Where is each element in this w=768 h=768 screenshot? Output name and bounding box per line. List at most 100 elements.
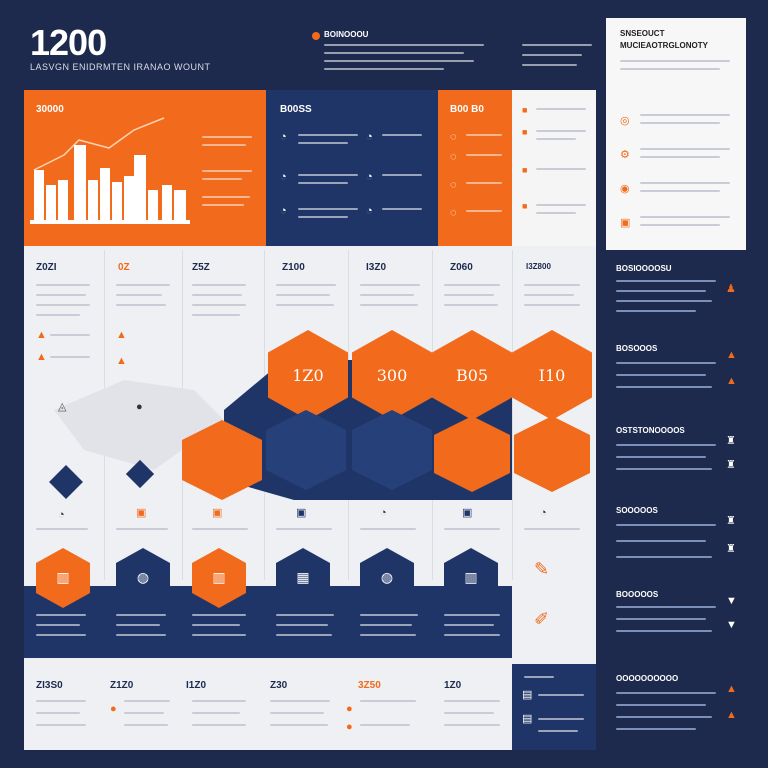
icon-hex: ◍ (360, 548, 414, 608)
flame-icon: ▲ (36, 329, 47, 341)
clock-icon: ◔ (366, 131, 373, 143)
badge-icon: ■ (522, 105, 528, 115)
icon-hex: ▥ (444, 548, 498, 608)
sketch-icon: ✐ (534, 609, 550, 629)
small-icon: ▣ (296, 507, 307, 519)
clock-icon: ◔ (366, 171, 373, 183)
right-section-title: BOSIOOOOSU (616, 264, 672, 273)
stat-label: Z060 (450, 262, 473, 273)
navy-strip (24, 586, 512, 658)
right-section-title: BOOOOOS (616, 590, 659, 599)
right-section-title: BOSOOOS (616, 344, 658, 353)
right-card-title: SNSEOUCT MUCIEAOTRGLONOTY (620, 29, 708, 50)
flame-icon: ▲ (116, 329, 127, 341)
dot-icon: ● (110, 703, 117, 715)
bottom-label: ZI3S0 (36, 680, 63, 691)
bottle-icon: ♜ (726, 515, 736, 527)
right-card: SNSEOUCT MUCIEAOTRGLONOTY ◎ ⚙ ◉ ▣ (606, 18, 746, 250)
badge-icon: ■ (522, 201, 528, 211)
stat-hex: 300 (352, 330, 432, 420)
badge-icon: ■ (522, 165, 528, 175)
panel-navy: B00SS ◔ ◔ ◔ ◔ ◔ ◔ (266, 90, 438, 246)
icon-hex: ▦ (276, 548, 330, 608)
bottle-icon: ♜ (726, 543, 736, 555)
flame-icon: ▲ (726, 709, 737, 721)
chart-icon: ▥ (56, 570, 70, 586)
bottom-label: Z30 (270, 680, 288, 691)
chart-icon: ▥ (212, 570, 226, 586)
target-icon: ◉ (620, 183, 630, 195)
person-icon: ♟ (726, 283, 736, 295)
text-line (324, 44, 484, 46)
stat-hex: 1Z0 (268, 330, 348, 420)
text-line (324, 60, 474, 62)
bullet-icon (312, 32, 320, 40)
panel-orange-mid-title: B00 B0 (450, 104, 484, 115)
bottom-label: 3Z50 (358, 680, 381, 691)
dot-icon: ● (136, 401, 143, 413)
clock-icon: ◔ (280, 205, 287, 217)
small-icon: ◔ (540, 507, 547, 519)
circle-icon: ◌ (450, 131, 457, 143)
stat-label: Z0ZI (36, 262, 57, 273)
flame-icon: ▲ (726, 349, 737, 361)
circle-icon: ◌ (450, 179, 457, 191)
bottom-label: I1Z0 (186, 680, 207, 691)
panel-orange-left: 30000 (24, 90, 266, 246)
doc-icon: ▤ (522, 713, 533, 725)
hex-value: 1Z0 (292, 365, 324, 385)
hex-value: I10 (538, 365, 566, 385)
right-section-title: OSTSTONOOOOS (616, 426, 685, 435)
small-icon: ▣ (212, 507, 223, 519)
decor-hex (352, 410, 432, 490)
pencil-icon: ✎ (534, 559, 550, 579)
bottle-icon: ♜ (726, 435, 736, 447)
top-center-label: BOINOOOU (324, 30, 369, 39)
ring-icon: ◎ (620, 115, 630, 127)
bottom-label: Z1Z0 (110, 680, 134, 691)
stat-label: I3Z0 (366, 262, 387, 273)
header-number: 1200 (30, 22, 107, 63)
panel-light: ■ ■ ■ ■ (512, 90, 596, 246)
icon-hex: ▥ (192, 548, 246, 608)
chart-icon: ▥ (464, 570, 478, 586)
stat-hex: B05 (432, 330, 512, 420)
decor-hex (514, 416, 590, 492)
panel-orange-mid: B00 B0 ◌ ◌ ◌ ◌ (438, 90, 512, 246)
panel-navy-title: B00SS (280, 104, 312, 115)
dot-icon: ● (346, 721, 353, 733)
cone-icon: ▼ (726, 595, 737, 607)
icon-hex: ◍ (116, 548, 170, 608)
right-section-title: SOOOOOS (616, 506, 658, 515)
globe-icon: ◍ (136, 570, 150, 586)
clock-icon: ◔ (280, 171, 287, 183)
text-line (522, 54, 582, 56)
hex-value: 300 (376, 365, 408, 385)
box-icon: ▣ (620, 217, 631, 229)
text-line (324, 52, 464, 54)
flame-icon: ▲ (726, 683, 737, 695)
circle-icon: ◌ (450, 151, 457, 163)
header-subtitle: LASVGN ENIDRMTEN IRANAO WOUNT (30, 62, 211, 72)
flame-icon: ▲ (36, 351, 47, 363)
decor-hex (182, 420, 262, 500)
clock-icon: ◔ (366, 205, 373, 217)
small-icon: ◔ (380, 507, 387, 519)
text-line (324, 68, 444, 70)
right-section-title: OOOOOOOOOO (616, 674, 679, 683)
bottle-icon: ♜ (726, 459, 736, 471)
circle-icon: ◌ (450, 207, 457, 219)
bar-chart-icon (30, 117, 190, 224)
flame-icon: ▲ (116, 355, 127, 367)
stat-label: Z5Z (192, 262, 210, 273)
lower-right-panel: ▤ ▤ (512, 664, 596, 750)
flame-icon: ▲ (726, 375, 737, 387)
dot-icon: ● (346, 703, 353, 715)
small-icon: ▣ (462, 507, 473, 519)
small-icon: ◔ (58, 509, 65, 521)
text-line (522, 64, 577, 66)
hex-value: B05 (455, 365, 489, 385)
panel-orange-left-title: 30000 (36, 104, 64, 115)
stat-label: Z100 (282, 262, 305, 273)
bottom-label: 1Z0 (444, 680, 462, 691)
